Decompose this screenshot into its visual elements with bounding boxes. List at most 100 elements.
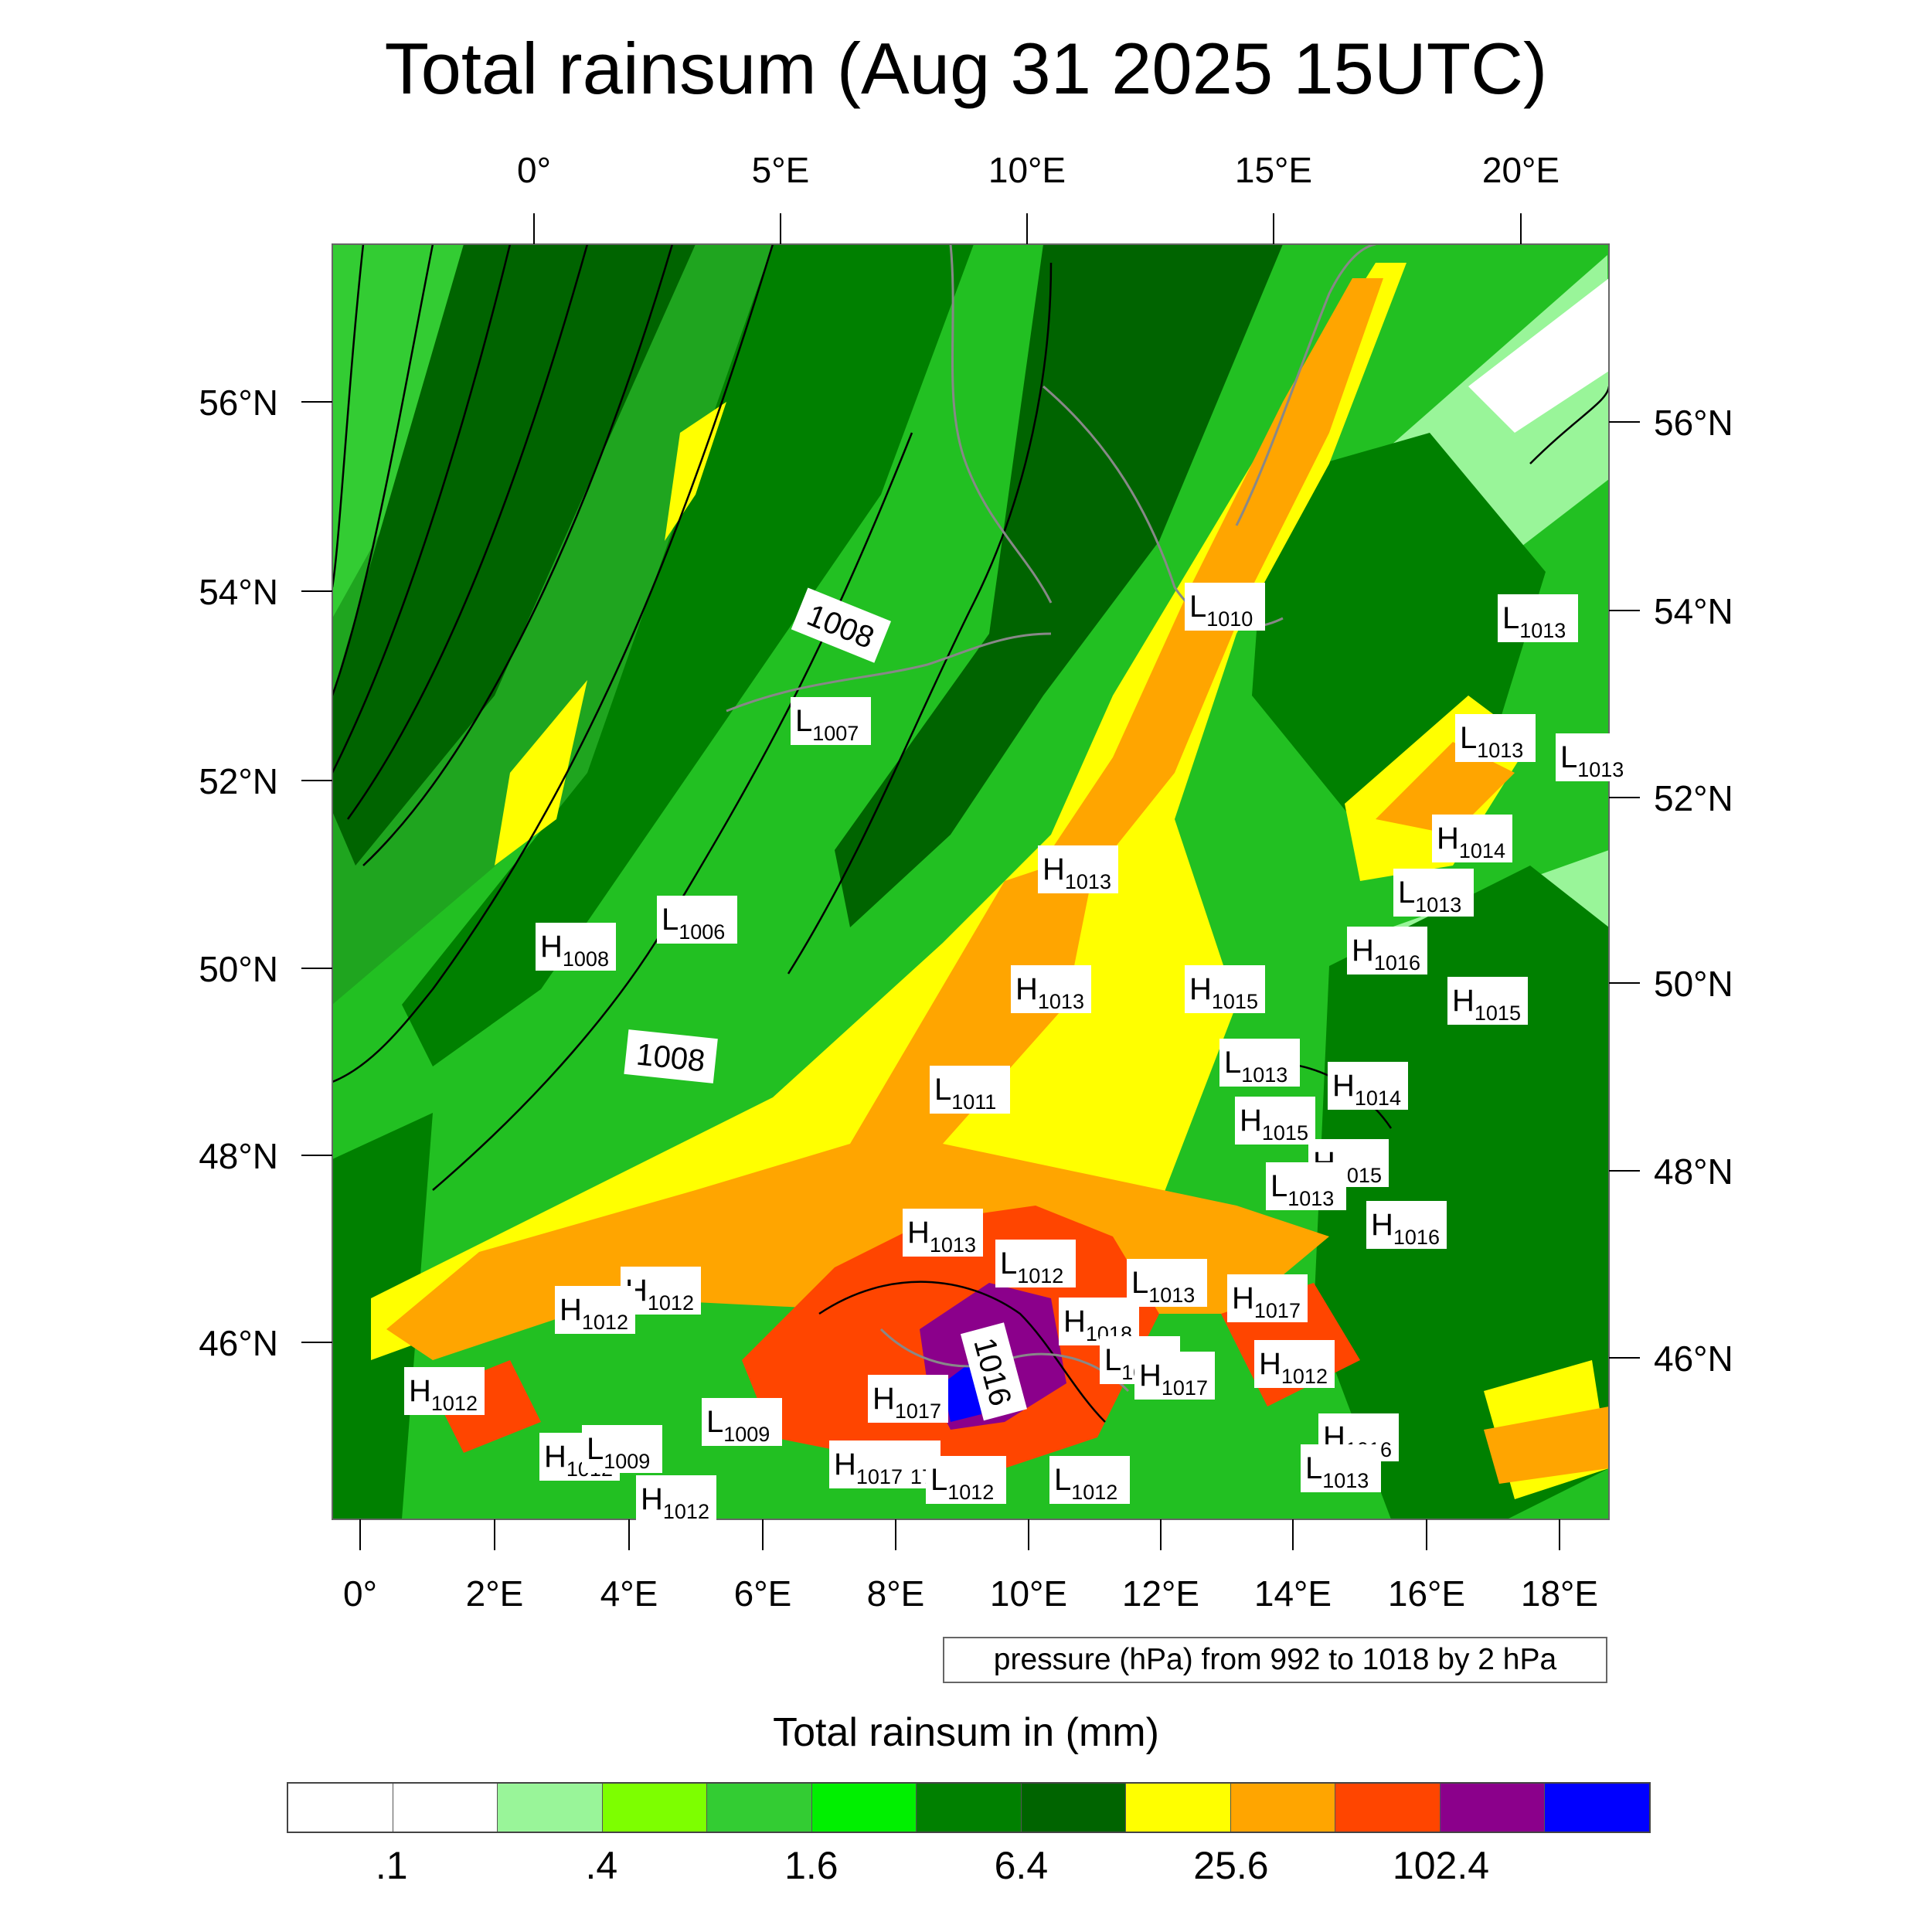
high-pressure-label: H1015 [1447, 977, 1528, 1025]
colorbar-tick-label: 1.6 [784, 1844, 838, 1887]
low-pressure-label: L1013 [1393, 869, 1474, 917]
top-axis-label: 10°E [988, 150, 1066, 190]
map-title: Total rainsum (Aug 31 2025 15UTC) [384, 28, 1548, 109]
high-pressure-label: H1016 [1347, 927, 1427, 975]
low-pressure-label: L1012 [1049, 1456, 1130, 1504]
colorbar-swatch [1021, 1784, 1127, 1832]
colorbar-swatch [1545, 1784, 1649, 1832]
bottom-axis-label: 8°E [867, 1573, 925, 1614]
svg-text:H1017: H1017 [872, 1382, 941, 1423]
high-pressure-label: H1013 [1038, 845, 1118, 893]
left-axis-label: 46°N [199, 1323, 278, 1363]
bottom-axis-label: 12°E [1122, 1573, 1199, 1614]
low-pressure-label: L1010 [1185, 583, 1265, 631]
right-axis-label: 46°N [1654, 1338, 1733, 1379]
left-axis-label: 48°N [199, 1136, 278, 1176]
low-pressure-label: L1006 [657, 896, 737, 944]
svg-text:1008: 1008 [634, 1037, 706, 1078]
low-pressure-label: L1012 [926, 1456, 1006, 1504]
map-frame [332, 243, 1610, 1520]
svg-text:H1014: H1014 [1332, 1069, 1401, 1110]
svg-text:H1016: H1016 [1352, 934, 1420, 975]
colorbar-swatch [1126, 1784, 1231, 1832]
colorbar-title: Total rainsum in (mm) [773, 1710, 1159, 1755]
low-pressure-label: L1009 [582, 1425, 662, 1473]
bottom-axis-label: 10°E [990, 1573, 1067, 1614]
high-pressure-label: H1013 [903, 1209, 983, 1257]
colorbar-labels: .1 .4 1.6 6.4 25.6 102.4 [0, 1843, 1932, 1897]
left-axis-label: 56°N [199, 383, 278, 423]
colorbar-swatch [707, 1784, 812, 1832]
svg-text:L1013: L1013 [1131, 1266, 1195, 1307]
colorbar-tick-label: .4 [585, 1844, 618, 1887]
low-pressure-label: L1013 [1127, 1259, 1207, 1307]
svg-text:H1013: H1013 [1043, 852, 1111, 893]
svg-text:L1011: L1011 [934, 1073, 996, 1114]
svg-text:L1009: L1009 [706, 1405, 770, 1446]
bottom-axis-label: 14°E [1254, 1573, 1332, 1614]
svg-text:H1014: H1014 [1437, 821, 1505, 862]
low-pressure-label: L1007 [791, 697, 871, 745]
high-pressure-label: H1016 [1366, 1201, 1447, 1249]
svg-text:L1010: L1010 [1189, 590, 1253, 631]
high-pressure-label: H1014 [1432, 815, 1512, 862]
low-pressure-label: L1009 [702, 1398, 782, 1446]
colorbar-tick-label: 6.4 [994, 1844, 1049, 1887]
top-axis-label: 15°E [1235, 150, 1312, 190]
colorbar-swatch [602, 1784, 708, 1832]
colorbar-tick-label: .1 [375, 1844, 408, 1887]
right-axis-label: 54°N [1654, 591, 1733, 631]
colorbar-swatch [917, 1784, 1022, 1832]
high-pressure-label: H1017 [1134, 1352, 1215, 1400]
bottom-axis-label: 18°E [1521, 1573, 1598, 1614]
colorbar-swatch [811, 1784, 917, 1832]
svg-text:L1012: L1012 [1054, 1463, 1117, 1504]
pressure-center-labels: L1010 L1013 L1007 L1013 L1013 H1014 L1013 H1013… [404, 583, 1636, 1523]
colorbar-swatch [1440, 1784, 1546, 1832]
high-pressure-label: H1017 [1227, 1274, 1308, 1322]
svg-text:H1013: H1013 [907, 1216, 976, 1257]
high-pressure-label: H1017 [868, 1375, 948, 1423]
low-pressure-label: L1013 [1301, 1444, 1381, 1492]
svg-text:L1013: L1013 [1460, 721, 1523, 762]
svg-text:L1012: L1012 [1000, 1247, 1063, 1287]
low-pressure-label: L1013 [1455, 714, 1536, 762]
low-pressure-label: L1013 [1498, 594, 1578, 642]
svg-text:L1013: L1013 [1502, 601, 1566, 642]
top-axis-label: 20°E [1482, 150, 1560, 190]
svg-text:L1013: L1013 [1560, 740, 1624, 781]
left-axis-label: 54°N [199, 572, 278, 612]
svg-text:H1015: H1015 [1240, 1104, 1308, 1145]
svg-text:L1013: L1013 [1398, 876, 1461, 917]
top-axis-label: 0° [517, 150, 551, 190]
svg-text:H1017: H1017 [834, 1447, 903, 1488]
bottom-axis-label: 16°E [1388, 1573, 1465, 1614]
right-axis-label: 52°N [1654, 778, 1733, 818]
high-pressure-label: H1012 [555, 1286, 635, 1334]
svg-text:H1008: H1008 [540, 930, 609, 971]
isobar-label: 1008 [624, 1029, 718, 1083]
colorbar-swatch [1230, 1784, 1336, 1832]
high-pressure-label: H1012 [636, 1475, 716, 1523]
colorbar-swatch [1335, 1784, 1440, 1832]
svg-text:L1013: L1013 [1270, 1169, 1334, 1210]
low-pressure-label: L1013 [1266, 1162, 1346, 1210]
svg-text:H1017: H1017 [1232, 1281, 1301, 1322]
svg-text:L1012: L1012 [930, 1463, 994, 1504]
bottom-axis-label: 2°E [466, 1573, 524, 1614]
bottom-axis-label: 0° [343, 1573, 377, 1614]
high-pressure-label: H1012 [404, 1367, 485, 1415]
high-pressure-label: H1017 [829, 1440, 910, 1488]
svg-text:H1016: H1016 [1371, 1208, 1440, 1249]
svg-text:H1013: H1013 [1015, 972, 1084, 1013]
svg-text:L1006: L1006 [662, 903, 725, 944]
left-axis-label: 52°N [199, 761, 278, 801]
low-pressure-label: L1012 [995, 1240, 1076, 1287]
high-pressure-label: H1013 [1011, 965, 1091, 1013]
svg-text:H1012: H1012 [560, 1293, 628, 1334]
high-pressure-label: H1015 [1185, 965, 1265, 1013]
low-pressure-label: L1011 [930, 1066, 1010, 1114]
top-axis-label: 5°E [752, 150, 810, 190]
axis-ticks [301, 213, 1640, 1550]
